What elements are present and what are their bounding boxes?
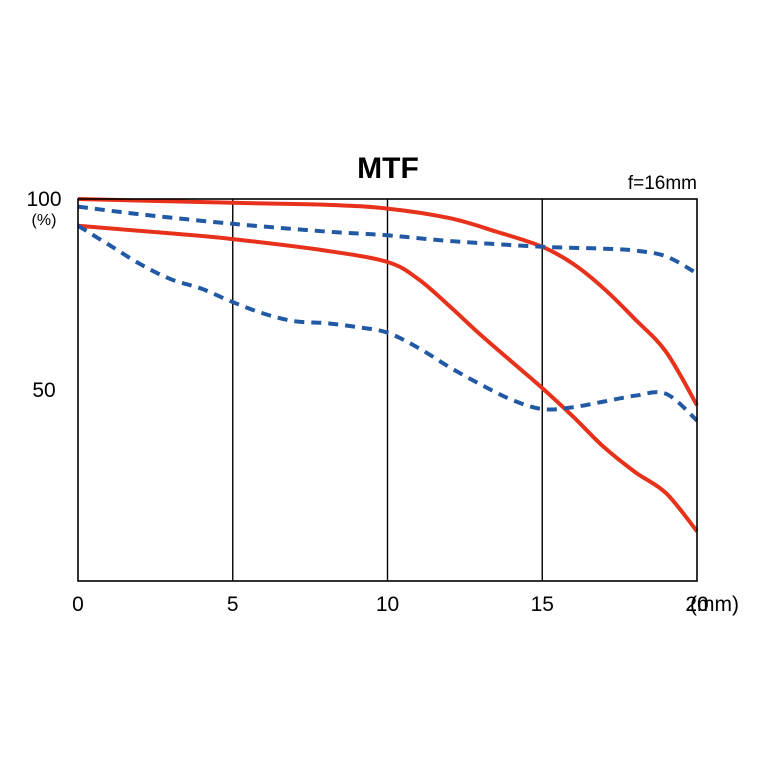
plot-frame bbox=[77, 198, 698, 582]
x-tick-label-15: 15 bbox=[531, 593, 554, 616]
series-line-4-dashed bbox=[76, 223, 699, 423]
y-tick-label-100: 100 bbox=[26, 188, 61, 211]
x-tick-label-5: 5 bbox=[227, 593, 239, 616]
series-line-3-dashed bbox=[77, 204, 699, 276]
y-axis-unit: (%) bbox=[32, 212, 57, 229]
x-tick-label-0: 0 bbox=[72, 593, 84, 616]
series-layer bbox=[76, 197, 699, 533]
chart-title: MTF bbox=[357, 152, 419, 185]
x-axis-unit: (mm) bbox=[690, 593, 739, 616]
x-axis-ticks: 0 5 10 15 20 bbox=[72, 593, 709, 616]
y-tick-label-50: 50 bbox=[32, 379, 55, 402]
vertical-grid bbox=[232, 199, 543, 581]
y-axis-ticks: 100 50 bbox=[26, 188, 61, 402]
series-line-1-solid bbox=[77, 197, 699, 407]
x-tick-label-20: 20 bbox=[685, 593, 708, 616]
series-line-2-solid bbox=[77, 223, 699, 533]
x-tick-label-10: 10 bbox=[376, 593, 399, 616]
focal-length-note: f=16mm bbox=[628, 173, 697, 194]
